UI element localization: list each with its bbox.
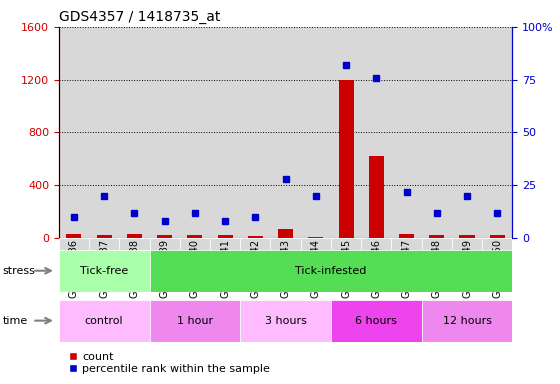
Bar	[368, 156, 384, 238]
Bar	[180, 238, 210, 250]
Bar	[489, 235, 505, 238]
Bar	[422, 27, 452, 238]
Bar	[217, 235, 233, 238]
Bar	[89, 27, 119, 238]
Text: GSM956150: GSM956150	[492, 238, 502, 298]
Bar	[66, 234, 82, 238]
Bar	[429, 235, 445, 238]
Text: GSM956141: GSM956141	[220, 238, 230, 298]
Bar	[150, 27, 180, 238]
Bar	[278, 229, 293, 238]
Bar	[187, 235, 203, 238]
Bar	[301, 238, 331, 250]
Bar	[157, 235, 172, 238]
Bar	[127, 234, 142, 238]
Text: GSM956145: GSM956145	[341, 238, 351, 298]
Bar	[301, 27, 331, 238]
Text: GSM956139: GSM956139	[160, 238, 170, 298]
Bar	[240, 27, 270, 238]
Text: GSM956149: GSM956149	[462, 238, 472, 298]
Text: 12 hours: 12 hours	[442, 316, 492, 326]
Bar	[210, 238, 240, 250]
Bar	[482, 238, 512, 250]
Bar	[361, 238, 391, 250]
Bar	[391, 238, 422, 250]
Bar	[89, 238, 119, 250]
Bar	[361, 27, 391, 238]
Bar	[59, 250, 150, 292]
Bar	[96, 235, 111, 238]
Text: GDS4357 / 1418735_at: GDS4357 / 1418735_at	[59, 10, 220, 25]
Bar	[331, 27, 361, 238]
Bar	[59, 300, 150, 342]
Text: GSM956136: GSM956136	[69, 238, 79, 298]
Bar	[422, 300, 512, 342]
Bar	[248, 236, 263, 238]
Bar	[391, 27, 422, 238]
Text: GSM956148: GSM956148	[432, 238, 442, 298]
Text: control: control	[85, 316, 123, 326]
Text: 1 hour: 1 hour	[177, 316, 213, 326]
Text: 3 hours: 3 hours	[265, 316, 306, 326]
Bar	[338, 79, 354, 238]
Bar	[180, 27, 210, 238]
Text: Tick-free: Tick-free	[80, 266, 128, 276]
Text: 6 hours: 6 hours	[356, 316, 397, 326]
Text: GSM956140: GSM956140	[190, 238, 200, 298]
Bar	[459, 235, 475, 238]
Bar	[270, 238, 301, 250]
Text: GSM956138: GSM956138	[129, 238, 139, 298]
Text: stress: stress	[3, 266, 36, 276]
Bar	[331, 300, 422, 342]
Bar	[119, 27, 150, 238]
Bar	[150, 238, 180, 250]
Bar	[59, 238, 89, 250]
Text: GSM956142: GSM956142	[250, 238, 260, 298]
Bar	[150, 250, 512, 292]
Text: GSM956137: GSM956137	[99, 238, 109, 298]
Text: Tick-infested: Tick-infested	[295, 266, 367, 276]
Legend: count, percentile rank within the sample: count, percentile rank within the sample	[64, 348, 274, 379]
Text: GSM956143: GSM956143	[281, 238, 291, 298]
Bar	[399, 234, 414, 238]
Bar	[331, 238, 361, 250]
Bar	[270, 27, 301, 238]
Bar	[452, 238, 482, 250]
Bar	[308, 237, 323, 238]
Bar	[150, 300, 240, 342]
Bar	[240, 300, 331, 342]
Bar	[59, 27, 89, 238]
Bar	[482, 27, 512, 238]
Bar	[210, 27, 240, 238]
Text: GSM956146: GSM956146	[371, 238, 381, 298]
Bar	[452, 27, 482, 238]
Bar	[240, 238, 270, 250]
Text: GSM956147: GSM956147	[402, 238, 412, 298]
Text: time: time	[3, 316, 28, 326]
Bar	[119, 238, 150, 250]
Text: GSM956144: GSM956144	[311, 238, 321, 298]
Bar	[422, 238, 452, 250]
